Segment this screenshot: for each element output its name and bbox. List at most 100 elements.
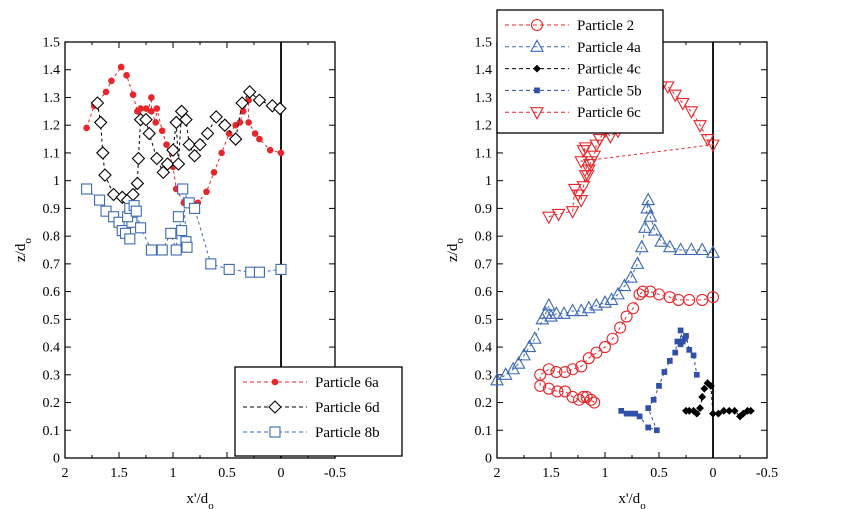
data-point [654,234,669,247]
data-point [541,297,556,311]
data-point [636,285,649,298]
data-point [182,137,196,152]
data-point [730,406,739,415]
data-point [253,266,265,278]
data-point [517,347,531,361]
data-point [695,242,710,256]
data-point [551,385,564,398]
x-tick-label: 1.5 [542,466,560,481]
data-point [693,120,707,133]
data-point [165,227,177,239]
legend-item: Particle 8b [243,425,380,441]
data-point [675,97,690,111]
legend-marker [534,87,540,94]
data-point [677,327,684,334]
data-point [551,208,566,222]
data-point [650,396,657,403]
data-point [683,333,689,339]
legend-item: Particle 6a [243,375,379,391]
data-point [187,148,202,163]
y-axis-label-sub: o [454,238,466,244]
y-tick-label: 0.9 [475,202,493,217]
data-point [660,81,675,95]
x-axis-label: x'/do [186,491,214,509]
data-point [558,365,572,379]
legend-box [496,9,664,134]
legend-label: Particle 6a [315,375,379,391]
legend-label: Particle 4a [577,40,641,56]
data-point [256,135,263,143]
data-point [580,170,595,183]
legend-box [234,366,403,457]
y-tick-label: 0 [485,452,492,467]
x-axis-label-sub: o [208,500,214,509]
y-axis-label-main: z/d [445,243,461,262]
data-point [93,115,108,130]
y-tick-label: 1.4 [475,63,493,78]
y-tick-label: 0.7 [475,257,493,272]
data-point [522,339,537,353]
y-tick-label: 0.5 [475,313,493,328]
data-point [590,346,603,359]
legend-item: Particle 6c [505,105,641,121]
x-axis-label-main: x'/d [186,491,208,507]
data-point [592,134,607,147]
legend-label: Particle 6c [577,105,641,121]
y-tick-label: 1 [53,174,60,189]
data-point [638,220,652,233]
data-point [574,195,589,208]
y-tick-label: 0.3 [43,368,61,383]
data-point [209,110,223,124]
data-point [163,141,170,148]
data-point [565,206,580,219]
data-point [549,306,564,319]
data-point [153,105,161,112]
data-point [623,270,638,283]
data-point [725,406,734,415]
data-point [557,306,571,319]
data-point [98,168,112,182]
data-point [179,112,193,127]
data-point [598,295,612,308]
data-point [686,346,693,353]
data-point [746,406,755,415]
x-tick-label: 0 [278,466,285,481]
data-point [203,188,210,196]
data-point [200,126,215,141]
data-point [218,118,232,132]
data-point [630,256,645,269]
data-point [661,369,668,375]
legend-marker [271,378,279,386]
legend-marker [268,400,282,414]
chart-panel-1: 0 0.1 0.2 0.3 0.4 0.5 0.6 0.7 0.8 0.9 1 1.1 1.2 1.3 1.… [13,36,403,509]
y-axis-label-main: z/d [13,243,29,262]
data-point [684,106,699,119]
y-tick-label: 1.2 [43,119,61,134]
series-particle-5b [618,327,700,434]
data-point [273,101,287,116]
data-point [239,108,247,115]
data-point [550,365,563,379]
series-particle-8b [81,183,287,278]
data-point [627,302,640,315]
data-point [242,85,257,99]
data-point [235,96,249,110]
y-tick-label: 0.4 [475,341,493,356]
x-axis-label-sub: o [640,500,646,509]
y-tick-label: 1.1 [475,146,493,161]
y-axis-label-sub: o [22,238,34,244]
y-tick-label: 0.2 [475,396,493,411]
data-point [193,137,207,152]
data-point [641,192,656,206]
data-point [170,244,182,256]
x-tick-label: 1 [602,466,609,481]
data-point [574,303,589,317]
data-point [96,146,110,160]
y-tick-label: 0.6 [43,285,61,300]
data-point [142,105,150,112]
data-point [210,169,218,176]
x-tick-label: 1 [170,466,177,481]
legend-item: Particle 4a [505,39,641,56]
data-point [633,288,646,301]
